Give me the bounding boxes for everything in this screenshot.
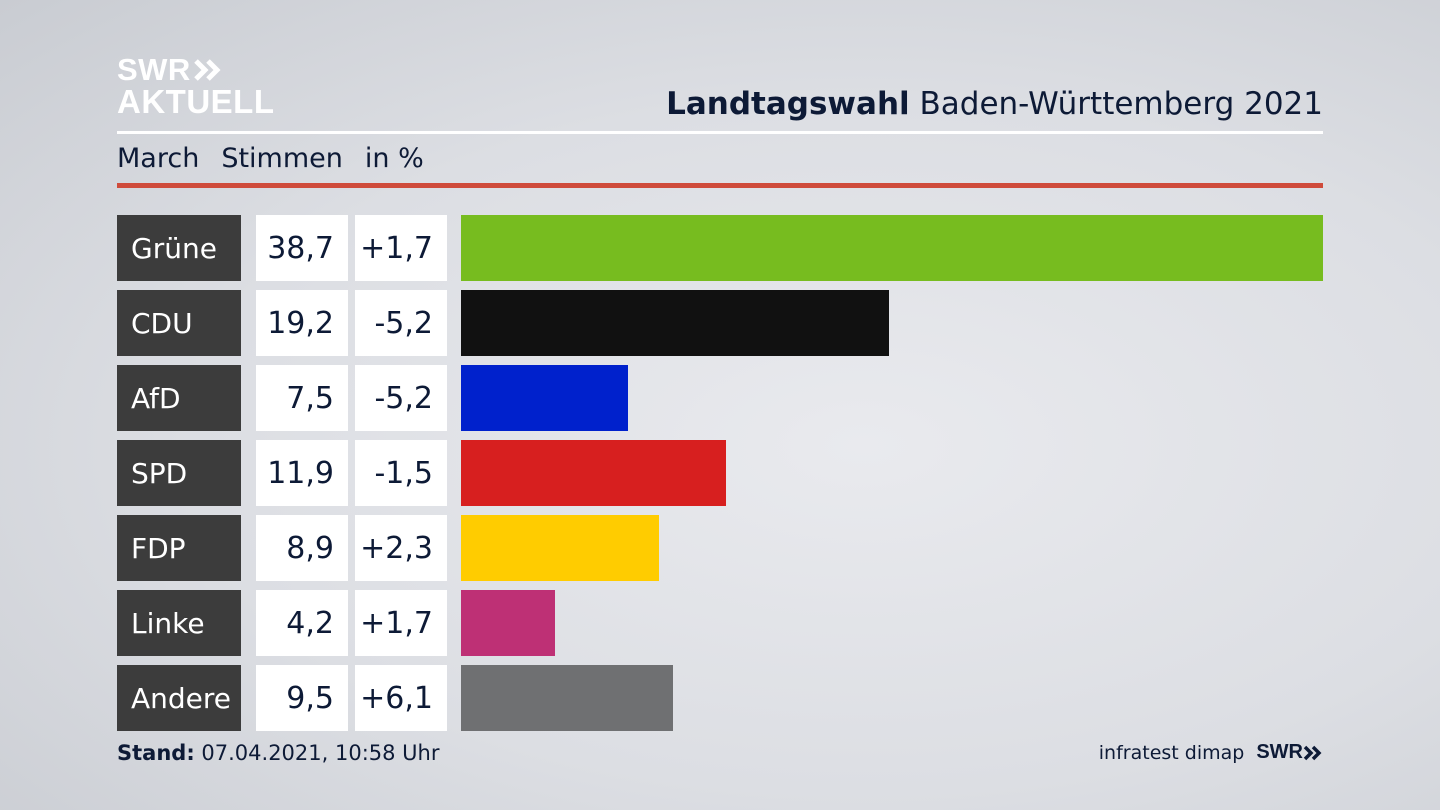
chart-row: SPD 11,9 -1,5 <box>117 440 1323 506</box>
change-value: -5,2 <box>355 365 447 431</box>
swr-brand: SWR <box>1256 741 1323 764</box>
vote-share-bar <box>461 215 1323 281</box>
stand-label: Stand: <box>117 741 195 765</box>
party-label: SPD <box>117 440 241 506</box>
subheading-region: March <box>117 143 200 174</box>
swr-brand-text: SWR <box>1256 741 1303 763</box>
chart-row: FDP 8,9 +2,3 <box>117 515 1323 581</box>
vote-share-value: 8,9 <box>256 515 348 581</box>
party-label: CDU <box>117 290 241 356</box>
logo-aktuell-text: AKTUELL <box>117 83 275 120</box>
change-value: +1,7 <box>355 215 447 281</box>
chart-row: CDU 19,2 -5,2 <box>117 290 1323 356</box>
vote-share-value: 7,5 <box>256 365 348 431</box>
party-label: AfD <box>117 365 241 431</box>
double-chevron-small-icon <box>1303 745 1322 760</box>
subheading: March Stimmen in % <box>117 143 424 174</box>
timestamp: Stand: 07.04.2021, 10:58 Uhr <box>117 741 440 765</box>
party-label: Grüne <box>117 215 241 281</box>
chart-row: Andere 9,5 +6,1 <box>117 665 1323 731</box>
vote-share-bar <box>461 365 628 431</box>
vote-share-value: 19,2 <box>256 290 348 356</box>
double-chevron-icon <box>194 59 224 81</box>
party-label: Andere <box>117 665 241 731</box>
swr-aktuell-logo: SWR AKTUELL <box>117 52 275 120</box>
source-credit: infratest dimap SWR <box>1099 741 1323 764</box>
accent-divider <box>117 183 1323 188</box>
change-value: +1,7 <box>355 590 447 656</box>
vote-share-bar <box>461 665 673 731</box>
chart-row: Grüne 38,7 +1,7 <box>117 215 1323 281</box>
change-value: -1,5 <box>355 440 447 506</box>
title-bold: Landtagswahl <box>666 86 910 122</box>
header-divider <box>117 131 1323 134</box>
chart-row: Linke 4,2 +1,7 <box>117 590 1323 656</box>
source-text: infratest dimap <box>1098 741 1245 764</box>
subheading-votes: Stimmen <box>221 143 343 174</box>
vote-share-bar <box>461 440 726 506</box>
vote-share-bar <box>461 290 889 356</box>
vote-share-bar <box>461 515 659 581</box>
chart-row: AfD 7,5 -5,2 <box>117 365 1323 431</box>
vote-share-bar <box>461 590 555 656</box>
party-label: FDP <box>117 515 241 581</box>
vote-share-value: 38,7 <box>256 215 348 281</box>
vote-share-value: 9,5 <box>256 665 348 731</box>
stand-value: 07.04.2021, 10:58 Uhr <box>194 741 440 765</box>
title-rest: Baden-Württemberg 2021 <box>909 86 1324 122</box>
change-value: +2,3 <box>355 515 447 581</box>
vote-share-value: 11,9 <box>256 440 348 506</box>
logo-swr-text: SWR <box>117 52 191 87</box>
change-value: +6,1 <box>355 665 447 731</box>
subheading-unit: in % <box>364 143 424 174</box>
chart-title: Landtagswahl Baden-Württemberg 2021 <box>666 86 1323 122</box>
vote-share-value: 4,2 <box>256 590 348 656</box>
change-value: -5,2 <box>355 290 447 356</box>
party-label: Linke <box>117 590 241 656</box>
